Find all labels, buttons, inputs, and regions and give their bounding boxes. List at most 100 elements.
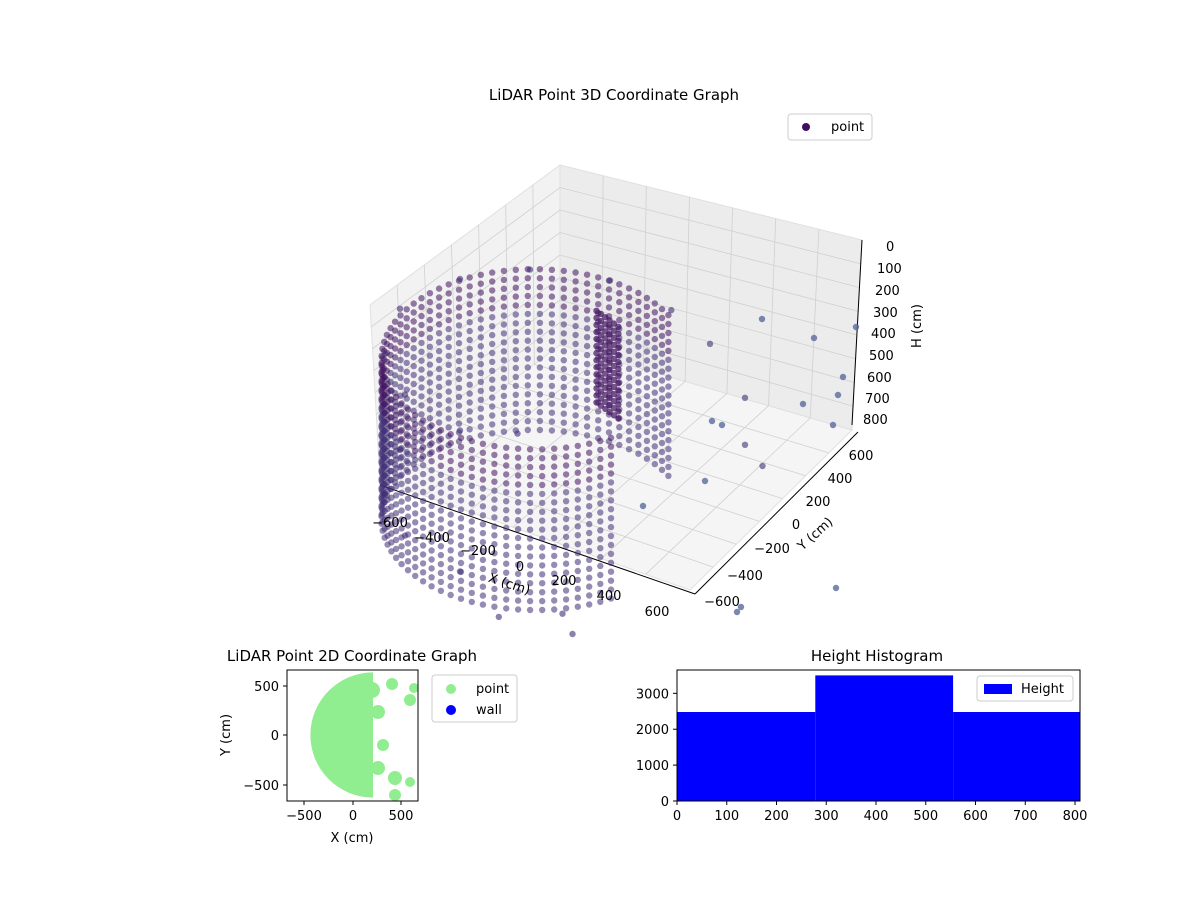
data-point <box>404 424 412 431</box>
data-point <box>586 565 593 572</box>
data-point <box>426 298 434 306</box>
data-point <box>524 292 531 300</box>
data-point <box>437 578 445 586</box>
data-point <box>426 397 434 404</box>
data-point <box>551 490 558 497</box>
data-point <box>447 529 454 536</box>
data-point <box>610 405 618 412</box>
legend-3d-marker <box>802 123 810 131</box>
data-point <box>562 444 570 451</box>
data-point <box>512 311 519 318</box>
data-point <box>418 348 425 355</box>
data-point <box>597 473 604 480</box>
grid-line <box>405 460 714 568</box>
data-point <box>457 515 465 522</box>
data-point <box>466 399 473 406</box>
data-point <box>839 373 847 381</box>
data-point <box>455 357 463 365</box>
data-point <box>419 515 427 522</box>
data-point <box>466 381 473 388</box>
data-point <box>418 295 425 302</box>
data-point <box>539 481 546 489</box>
data-point <box>489 394 496 401</box>
y-axis-label-2d: Y (cm) <box>219 714 234 757</box>
data-point <box>562 551 570 558</box>
x-tick-label: 0 <box>673 809 681 824</box>
data-point <box>625 312 633 319</box>
x-tick-label: 200 <box>552 574 577 589</box>
data-point <box>418 402 425 409</box>
data-point <box>607 515 615 522</box>
data-point <box>586 583 593 590</box>
data-point <box>643 312 651 320</box>
data-point <box>572 269 579 276</box>
data-point <box>404 477 412 485</box>
data-point <box>392 429 400 436</box>
data-point <box>477 405 484 412</box>
data-point <box>435 365 443 373</box>
data-point <box>593 385 600 392</box>
data-point <box>412 501 419 508</box>
data-point <box>437 453 445 461</box>
data-point <box>455 420 463 427</box>
data-point <box>548 311 556 318</box>
data-point <box>643 366 651 373</box>
data-point <box>595 283 602 290</box>
data-point <box>572 358 579 365</box>
data-point <box>643 455 651 462</box>
data-point <box>456 427 464 434</box>
data-point <box>834 391 842 399</box>
data-point <box>403 386 410 393</box>
data-point <box>428 475 435 483</box>
data-point <box>625 383 633 390</box>
data-point <box>572 376 579 383</box>
data-point <box>455 304 463 311</box>
data-point <box>562 560 570 567</box>
data-point <box>615 401 622 408</box>
data-point <box>514 597 522 604</box>
data-point <box>524 283 531 291</box>
data-point <box>583 423 591 430</box>
data-point <box>477 396 484 403</box>
data-point <box>491 603 498 610</box>
data-point <box>418 393 425 400</box>
z-tick-label: 300 <box>873 306 898 321</box>
data-point <box>500 267 508 275</box>
data-point <box>419 578 427 585</box>
data-point <box>398 560 405 568</box>
data-point <box>536 301 544 309</box>
data-point <box>572 421 579 428</box>
data-point <box>668 306 675 314</box>
data-point <box>489 430 496 437</box>
data-point <box>466 327 473 335</box>
data-point <box>388 467 395 475</box>
data-point <box>392 474 400 481</box>
data-point <box>466 363 473 370</box>
data-point <box>410 398 417 405</box>
data-point <box>643 446 651 453</box>
data-point <box>548 409 556 416</box>
data-point <box>489 296 496 303</box>
data-point <box>651 425 658 432</box>
data-point <box>643 294 651 302</box>
data-point <box>526 553 534 560</box>
data-point <box>418 384 425 391</box>
data-point <box>651 416 658 423</box>
data-point <box>615 380 622 387</box>
data-point <box>392 545 400 553</box>
data-point <box>560 348 567 355</box>
histogram-x-ticks: 0 100 200 300 400 500 600 700 800 <box>673 801 1087 824</box>
data-point <box>397 365 404 373</box>
data-point <box>526 490 534 498</box>
data-point <box>457 506 465 513</box>
data-point <box>468 527 475 534</box>
data-point <box>479 512 487 519</box>
data-point <box>597 571 604 579</box>
data-point <box>651 452 658 459</box>
data-point <box>526 589 534 596</box>
data-point <box>536 275 544 282</box>
data-point <box>418 321 425 329</box>
y-ticks-3d: −600 −400 −200 0 200 400 600 <box>704 449 873 610</box>
data-point <box>435 419 443 426</box>
data-point <box>457 497 465 504</box>
